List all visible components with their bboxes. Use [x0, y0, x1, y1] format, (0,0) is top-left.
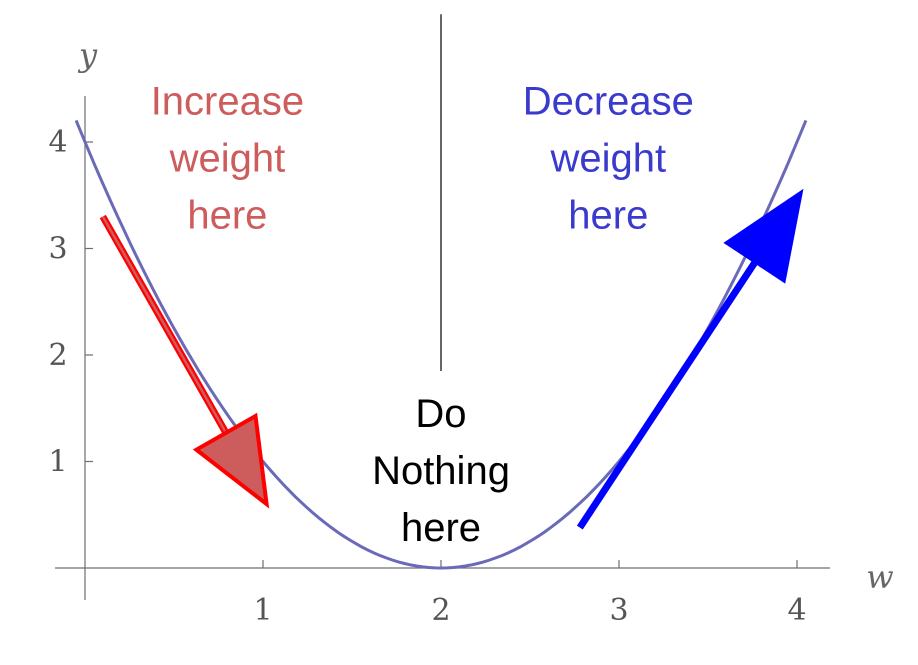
decrease-annotation-line: weight — [550, 137, 667, 181]
increase-annotation-line: Increase — [151, 80, 304, 124]
y-tick-label: 1 — [48, 445, 67, 480]
increase-annotation-line: weight — [169, 137, 286, 181]
arrow-shaft-inner — [101, 215, 228, 434]
increase-annotation-line: here — [187, 194, 267, 238]
x-tick-label: 4 — [787, 593, 806, 628]
do-nothing-annotation-line: here — [401, 506, 481, 550]
do-nothing-annotation-line: Do — [415, 392, 466, 436]
arrows — [99, 188, 804, 530]
x-tick-label: 3 — [609, 593, 628, 628]
decrease-annotation-line: here — [568, 194, 648, 238]
y-tick-label: 4 — [48, 125, 67, 160]
y-tick-label: 3 — [48, 232, 67, 267]
annotations: Increase weight here Decrease weight here Do No… — [151, 80, 694, 550]
y-tick-label: 2 — [48, 338, 67, 373]
arrow-head — [723, 188, 804, 284]
increase-arrow — [99, 214, 270, 509]
ticks: 1 2 3 4 1 2 3 4 — [48, 125, 806, 628]
arrow-head — [192, 412, 270, 509]
decrease-arrow — [576, 188, 804, 530]
x-tick-label: 1 — [253, 593, 272, 628]
y-axis-label: y — [77, 36, 98, 74]
x-axis-label: w — [866, 558, 893, 596]
arrow-shaft — [576, 259, 759, 530]
x-tick-label: 2 — [431, 593, 450, 628]
decrease-annotation-line: Decrease — [523, 80, 694, 124]
do-nothing-annotation-line: Nothing — [372, 449, 510, 493]
